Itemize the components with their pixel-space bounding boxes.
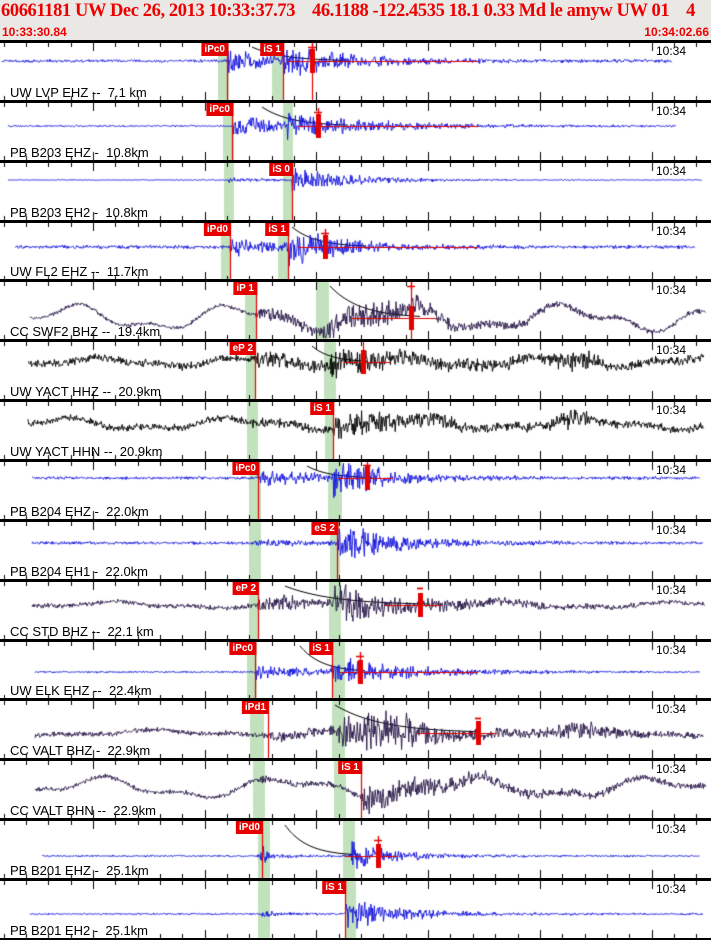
window-end-time: 10:34:02.66: [644, 25, 709, 39]
trace-panel: iS 0 10:34 PB B203 EH2 - 10.8km: [0, 159, 711, 220]
trace-panel: iS 1 10:34 PB B201 EH2 - 25.1km: [0, 878, 711, 938]
pick-flag[interactable]: iP 1: [233, 282, 257, 296]
station-label: PB B203 EH2 - 10.8km: [10, 204, 149, 220]
station-label: UW LVP EHZ -- 7.1 km: [10, 84, 147, 100]
station-label: PB B204 EHZ - 22.0km: [10, 503, 149, 519]
trace-panel: iPd0 10:34 PB B201 EHZ - 25.1km: [0, 818, 711, 879]
pick-flag[interactable]: eP 2: [229, 342, 256, 356]
trace-panel: iP 1 10:34 CC SWF2 BHZ -- 19.4km: [0, 279, 711, 340]
trace-panel: iPc0 10:34 PB B203 EHZ - 10.8km: [0, 99, 711, 160]
minute-label: 10:34: [656, 822, 687, 837]
pick-flag[interactable]: iPc0: [206, 102, 233, 116]
minute-label: 10:34: [656, 702, 687, 717]
trace-panel: iPc0 iS 1 10:34 UW LVP EHZ -- 7.1 km: [0, 40, 711, 100]
station-label: PB B203 EHZ - 10.8km: [10, 144, 149, 160]
waveform-canvas[interactable]: [0, 162, 711, 220]
event-summary: 60661181 UW Dec 26, 2013 10:33:37.73 46.…: [1, 1, 695, 21]
minute-label: 10:34: [656, 762, 687, 777]
station-label: CC VALT BHZ - 22.9km: [10, 743, 151, 759]
pick-flag[interactable]: iPd0: [203, 222, 231, 236]
minute-label: 10:34: [656, 283, 687, 298]
waveform-canvas[interactable]: [0, 881, 711, 938]
pick-flag[interactable]: eS 2: [311, 521, 338, 535]
pick-flag[interactable]: iS 1: [309, 641, 333, 655]
waveform-canvas[interactable]: [0, 43, 711, 100]
pick-flag[interactable]: iS 1: [338, 761, 362, 775]
minute-label: 10:34: [656, 642, 687, 657]
minute-label: 10:34: [656, 103, 687, 118]
waveform-canvas[interactable]: [0, 701, 711, 759]
station-label: UW FL2 EHZ -- 11.7km: [10, 264, 149, 280]
minute-label: 10:34: [656, 403, 687, 418]
pick-flag[interactable]: iS 0: [269, 162, 293, 176]
station-label: CC SWF2 BHZ -- 19.4km: [10, 324, 161, 340]
minute-label: 10:34: [656, 343, 687, 358]
event-header: 60661181 UW Dec 26, 2013 10:33:37.73 46.…: [0, 0, 711, 40]
trace-panel: eP 2 10:34 UW YACT HHZ -- 20.9km: [0, 339, 711, 400]
station-label: CC VALT BHN -- 22.9km: [10, 803, 156, 819]
waveform-canvas[interactable]: [0, 821, 711, 879]
pick-flag[interactable]: iPc0: [229, 641, 256, 655]
station-label: CC STD BHZ -- 22.1 km: [10, 623, 154, 639]
trace-panel-stack: iPc0 iS 1 10:34 UW LVP EHZ -- 7.1 km iPc0 10:…: [0, 40, 711, 940]
pick-flag[interactable]: iS 1: [260, 43, 284, 56]
pick-flag[interactable]: iS 1: [322, 881, 346, 895]
minute-label: 10:34: [656, 44, 687, 58]
minute-label: 10:34: [656, 582, 687, 597]
pick-flag[interactable]: iPd1: [241, 701, 269, 715]
station-label: PB B204 EH1 - 22.0km: [10, 563, 149, 579]
trace-panel: iPd1 10:34 CC VALT BHZ - 22.9km: [0, 698, 711, 759]
waveform-canvas[interactable]: [0, 581, 711, 639]
waveform-canvas[interactable]: [0, 102, 711, 160]
trace-panel: iPd0 iS 1 10:34 UW FL2 EHZ -- 11.7km: [0, 219, 711, 280]
waveform-canvas[interactable]: [0, 521, 711, 579]
waveform-canvas[interactable]: [0, 222, 711, 280]
station-label: UW YACT HHZ -- 20.9km: [10, 384, 161, 400]
minute-label: 10:34: [656, 223, 687, 238]
waveform-canvas[interactable]: [0, 342, 711, 400]
trace-panel: eP 2 10:34 CC STD BHZ -- 22.1 km: [0, 578, 711, 639]
trace-panel: iPc0 10:34 PB B204 EHZ - 22.0km: [0, 459, 711, 519]
minute-label: 10:34: [656, 163, 687, 178]
station-label: UW ELK EHZ -- 22.4km: [10, 683, 152, 699]
trace-panel: eS 2 10:34 PB B204 EH1 - 22.0km: [0, 518, 711, 579]
station-label: PB B201 EH2 - 25.1km: [10, 922, 149, 938]
minute-label: 10:34: [656, 522, 687, 537]
minute-label: 10:34: [656, 882, 687, 897]
minute-label: 10:34: [656, 463, 687, 478]
trace-panel: iS 1 10:34 CC VALT BHN -- 22.9km: [0, 758, 711, 819]
waveform-canvas[interactable]: [0, 462, 711, 519]
pick-flag[interactable]: iPc0: [201, 43, 228, 56]
pick-flag[interactable]: eP 2: [232, 581, 259, 595]
station-label: UW YACT HHN -- 20.9km: [10, 444, 163, 460]
waveform-canvas[interactable]: [0, 641, 711, 699]
window-start-time: 10:33:30.84: [2, 25, 67, 39]
station-label: PB B201 EHZ - 25.1km: [10, 863, 149, 879]
pick-flag[interactable]: iPc0: [232, 462, 259, 476]
pick-flag[interactable]: iS 1: [265, 222, 289, 236]
waveform-canvas[interactable]: [0, 402, 711, 460]
trace-panel: iS 1 10:34 UW YACT HHN -- 20.9km: [0, 399, 711, 460]
pick-flag[interactable]: iPd0: [235, 821, 263, 835]
trace-panel: iPc0 iS 1 10:34 UW ELK EHZ -- 22.4km: [0, 638, 711, 699]
waveform-canvas[interactable]: [0, 282, 711, 340]
pick-flag[interactable]: iS 1: [310, 402, 334, 416]
